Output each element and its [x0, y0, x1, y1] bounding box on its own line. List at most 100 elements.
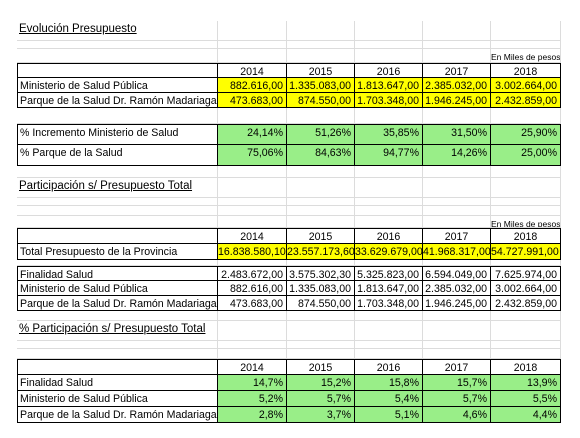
- year-header[interactable]: 2016: [355, 228, 423, 244]
- empty-cell[interactable]: [218, 178, 287, 198]
- empty-cell[interactable]: [287, 49, 355, 63]
- value-cell[interactable]: 31,50%: [423, 124, 491, 145]
- empty-cell[interactable]: [287, 108, 355, 124]
- empty-cell[interactable]: [423, 341, 491, 349]
- value-cell[interactable]: 882.616,00: [218, 78, 287, 93]
- value-cell[interactable]: 25,00%: [491, 145, 561, 166]
- value-cell[interactable]: 23.557.173,60: [287, 244, 355, 260]
- year-header[interactable]: 2016: [355, 63, 423, 78]
- value-cell[interactable]: 16.838.580,10: [218, 244, 287, 260]
- year-header[interactable]: 2015: [287, 228, 355, 244]
- value-cell[interactable]: 1.703.348,00: [355, 296, 423, 311]
- year-header[interactable]: 2017: [423, 228, 491, 244]
- year-header[interactable]: 2015: [287, 63, 355, 78]
- value-cell[interactable]: 1.813.647,00: [355, 78, 423, 93]
- value-cell[interactable]: 882.616,00: [218, 281, 287, 296]
- empty-cell[interactable]: [218, 349, 287, 359]
- value-cell[interactable]: 5,7%: [423, 391, 491, 407]
- row-label[interactable]: Parque de la Salud Dr. Ramón Madariaga: [17, 93, 218, 108]
- value-cell[interactable]: 473.683,00: [218, 296, 287, 311]
- empty-cell[interactable]: [287, 178, 355, 198]
- year-header[interactable]: 2016: [355, 359, 423, 375]
- empty-cell[interactable]: [355, 341, 423, 349]
- empty-cell[interactable]: [491, 166, 561, 178]
- empty-cell[interactable]: [218, 108, 287, 124]
- empty-cell[interactable]: [355, 311, 423, 321]
- empty-cell[interactable]: [355, 260, 423, 266]
- value-cell[interactable]: 13,9%: [491, 375, 561, 391]
- value-cell[interactable]: 5.325.823,00: [355, 266, 423, 281]
- empty-cell[interactable]: [17, 216, 218, 228]
- value-cell[interactable]: 473.683,00: [218, 93, 287, 108]
- empty-cell[interactable]: [355, 49, 423, 63]
- value-cell[interactable]: 5,4%: [355, 391, 423, 407]
- empty-cell[interactable]: [491, 41, 561, 49]
- empty-cell[interactable]: [423, 178, 491, 198]
- empty-cell[interactable]: [17, 166, 218, 178]
- empty-header-cell[interactable]: [17, 63, 218, 78]
- value-cell[interactable]: 7.625.974,00: [491, 266, 561, 281]
- section-title[interactable]: Evolución Presupuesto: [17, 21, 218, 41]
- value-cell[interactable]: 1.946.245,00: [423, 93, 491, 108]
- value-cell[interactable]: 24,14%: [218, 124, 287, 145]
- value-cell[interactable]: 14,7%: [218, 375, 287, 391]
- value-cell[interactable]: 94,77%: [355, 145, 423, 166]
- value-cell[interactable]: 41.968.317,00: [423, 244, 491, 260]
- value-cell[interactable]: 1.946.245,00: [423, 296, 491, 311]
- empty-cell[interactable]: [287, 41, 355, 49]
- row-label[interactable]: Ministerio de Salud Pública: [17, 281, 218, 296]
- value-cell[interactable]: 4,4%: [491, 407, 561, 423]
- row-label[interactable]: % Incremento Ministerio de Salud: [17, 124, 218, 145]
- value-cell[interactable]: 1.703.348,00: [355, 93, 423, 108]
- empty-cell[interactable]: [17, 349, 218, 359]
- empty-cell[interactable]: [491, 206, 561, 216]
- empty-cell[interactable]: [423, 311, 491, 321]
- value-cell[interactable]: 3.002.664,00: [491, 281, 561, 296]
- value-cell[interactable]: 51,26%: [287, 124, 355, 145]
- row-label[interactable]: Parque de la Salud Dr. Ramón Madariaga: [17, 407, 218, 423]
- empty-cell[interactable]: [218, 206, 287, 216]
- empty-cell[interactable]: [423, 206, 491, 216]
- empty-cell[interactable]: [287, 311, 355, 321]
- value-cell[interactable]: 3.002.664,00: [491, 78, 561, 93]
- empty-cell[interactable]: [491, 311, 561, 321]
- empty-header-cell[interactable]: [17, 228, 218, 244]
- value-cell[interactable]: 874.550,00: [287, 296, 355, 311]
- empty-cell[interactable]: [287, 260, 355, 266]
- empty-cell[interactable]: [423, 260, 491, 266]
- value-cell[interactable]: 2,8%: [218, 407, 287, 423]
- empty-cell[interactable]: [355, 21, 423, 41]
- empty-cell[interactable]: [491, 349, 561, 359]
- empty-cell[interactable]: [355, 321, 423, 341]
- empty-cell[interactable]: [355, 349, 423, 359]
- empty-cell[interactable]: [287, 216, 355, 228]
- value-cell[interactable]: 54.727.991,00: [491, 244, 561, 260]
- empty-cell[interactable]: [423, 198, 491, 206]
- empty-cell[interactable]: [355, 216, 423, 228]
- value-cell[interactable]: 75,06%: [218, 145, 287, 166]
- empty-cell[interactable]: [218, 321, 287, 341]
- empty-cell[interactable]: [218, 41, 287, 49]
- empty-cell[interactable]: [423, 49, 491, 63]
- empty-cell[interactable]: [218, 311, 287, 321]
- value-cell[interactable]: 35,85%: [355, 124, 423, 145]
- row-label[interactable]: Parque de la Salud Dr. Ramón Madariaga: [17, 296, 218, 311]
- empty-cell[interactable]: [287, 341, 355, 349]
- empty-cell[interactable]: [423, 108, 491, 124]
- row-label[interactable]: Ministerio de Salud Pública: [17, 391, 218, 407]
- year-header[interactable]: 2014: [218, 63, 287, 78]
- row-label[interactable]: Finalidad Salud: [17, 375, 218, 391]
- section-title[interactable]: Participación s/ Presupuesto Total: [17, 178, 218, 198]
- value-cell[interactable]: 5,2%: [218, 391, 287, 407]
- empty-cell[interactable]: [491, 341, 561, 349]
- row-label[interactable]: Total Presupuesto de la Provincia: [17, 244, 218, 260]
- empty-cell[interactable]: [218, 198, 287, 206]
- value-cell[interactable]: 14,26%: [423, 145, 491, 166]
- empty-cell[interactable]: [491, 260, 561, 266]
- unit-label[interactable]: En Miles de pesos: [491, 49, 561, 63]
- empty-cell[interactable]: [355, 178, 423, 198]
- value-cell[interactable]: 3.575.302,30: [287, 266, 355, 281]
- empty-cell[interactable]: [287, 21, 355, 41]
- value-cell[interactable]: 33.629.679,00: [355, 244, 423, 260]
- empty-cell[interactable]: [423, 321, 491, 341]
